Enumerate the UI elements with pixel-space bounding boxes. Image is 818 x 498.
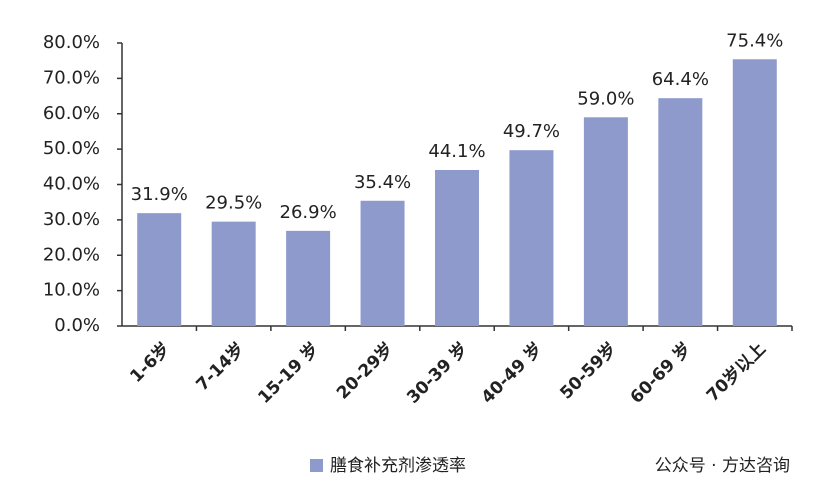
y-tick-label: 70.0%: [43, 67, 100, 88]
bar: [211, 221, 256, 326]
bar: [360, 200, 405, 326]
value-label: 44.1%: [428, 141, 485, 162]
legend-swatch: [310, 459, 323, 472]
value-label: 75.4%: [726, 30, 783, 51]
y-tick-label: 80.0%: [43, 32, 100, 53]
x-tick-label: 20-29岁: [332, 338, 397, 403]
value-label: 59.0%: [577, 88, 634, 109]
value-label: 35.4%: [354, 172, 411, 193]
watermark: 公众号 · 方达咨询: [655, 456, 790, 476]
y-tick-label: 0.0%: [54, 315, 100, 336]
bar: [137, 213, 182, 326]
value-label: 31.9%: [131, 184, 188, 205]
y-tick-label: 20.0%: [43, 244, 100, 265]
value-label: 64.4%: [652, 69, 709, 90]
x-tick-label: 7-14岁: [192, 338, 249, 395]
x-tick-label: 15-19 岁: [254, 338, 324, 408]
y-tick-label: 10.0%: [43, 280, 100, 301]
x-tick-label: 70岁以上: [702, 338, 770, 406]
x-tick-label: 60-69 岁: [626, 338, 696, 408]
legend-label: 膳食补充剂渗透率: [330, 456, 466, 476]
y-tick-label: 50.0%: [43, 138, 100, 159]
value-label: 49.7%: [503, 121, 560, 142]
x-tick-label: 40-49 岁: [477, 338, 547, 408]
bar: [658, 98, 703, 326]
y-tick-label: 60.0%: [43, 103, 100, 124]
y-tick-label: 40.0%: [43, 174, 100, 195]
x-tick-label: 30-39 岁: [403, 338, 473, 408]
bar: [732, 59, 777, 327]
value-label: 29.5%: [205, 193, 262, 214]
value-label: 26.9%: [280, 202, 337, 223]
x-tick-label: 1-6岁: [126, 338, 175, 387]
x-tick-label: 50-59岁: [556, 338, 621, 403]
bar: [583, 117, 628, 326]
y-tick-label: 30.0%: [43, 209, 100, 230]
bar: [286, 230, 331, 326]
bar: [435, 169, 479, 326]
bar: [509, 150, 554, 326]
